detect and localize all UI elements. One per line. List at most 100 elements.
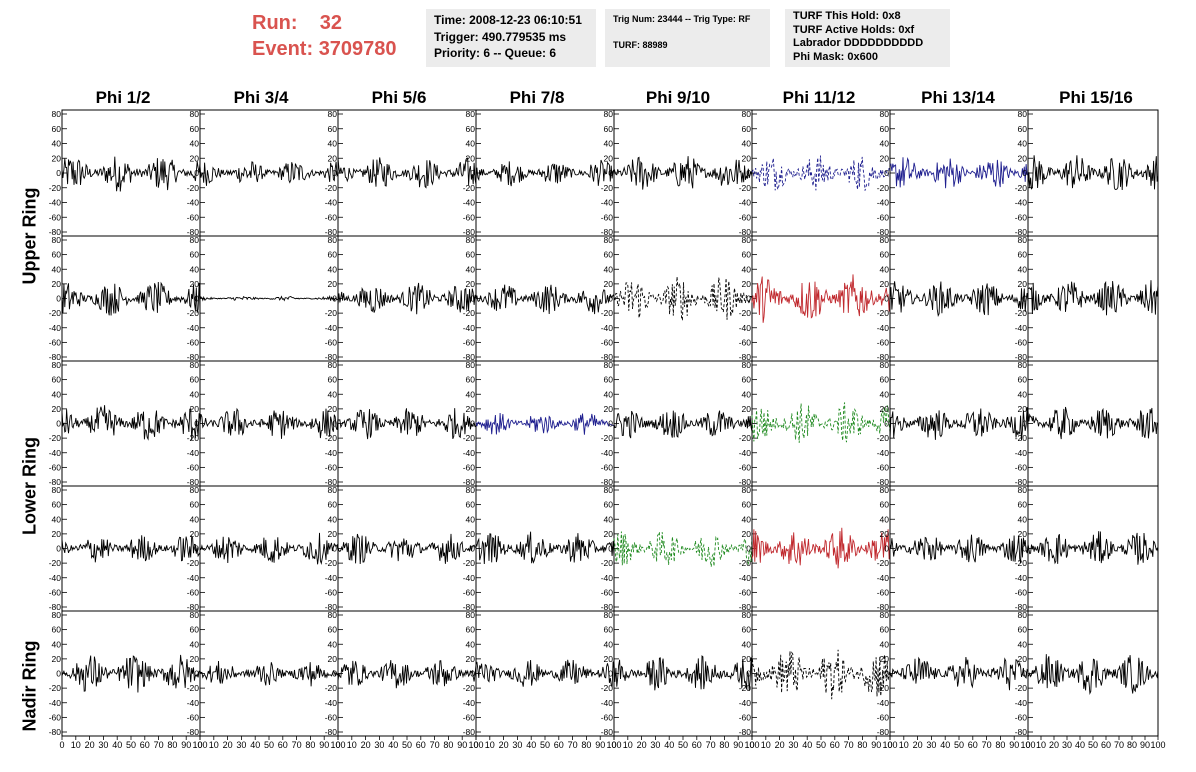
y-tick-label: -80	[601, 602, 614, 612]
y-tick-label: 20	[742, 153, 752, 163]
y-tick-label: 60	[742, 124, 752, 134]
y-tick-label: -20	[325, 558, 338, 568]
y-tick-label: 0	[194, 419, 199, 429]
y-tick-label: 80	[742, 360, 752, 370]
y-tick-label: -60	[325, 337, 338, 347]
x-tick-label: 100	[468, 740, 483, 750]
run-event-header: Run: 32 Event: 3709780	[252, 10, 397, 62]
run-line: Run: 32	[252, 10, 397, 36]
x-tick-label: 30	[650, 740, 660, 750]
y-tick-label: 80	[880, 485, 890, 495]
waveform-trace	[337, 660, 477, 689]
waveform-trace	[337, 408, 477, 440]
y-tick-label: 80	[1018, 610, 1028, 620]
y-tick-label: -40	[601, 198, 614, 208]
y-tick-label: 80	[466, 610, 476, 620]
x-tick-label: 0	[749, 740, 754, 750]
event-value: 3709780	[318, 38, 397, 60]
y-tick-label: -40	[877, 323, 890, 333]
y-tick-label: 40	[190, 264, 200, 274]
y-tick-label: 0	[470, 294, 475, 304]
run-label: Run:	[252, 12, 298, 34]
y-tick-label: 0	[194, 669, 199, 679]
waveform-trace	[1027, 531, 1159, 565]
y-tick-label: -80	[187, 227, 200, 237]
y-tick-label: -60	[877, 462, 890, 472]
y-tick-label: -60	[877, 712, 890, 722]
y-tick-label: 40	[742, 514, 752, 524]
x-tick-label: 100	[192, 740, 207, 750]
y-tick-label: 80	[742, 109, 752, 119]
x-tick-label: 40	[664, 740, 674, 750]
y-tick-label: 80	[880, 109, 890, 119]
x-tick-label: 90	[319, 740, 329, 750]
x-tick-label: 80	[581, 740, 591, 750]
y-tick-label: 80	[328, 235, 338, 245]
y-tick-label: 40	[604, 514, 614, 524]
x-tick-label: 0	[887, 740, 892, 750]
y-tick-label: 40	[604, 264, 614, 274]
y-tick-label: 60	[604, 500, 614, 510]
col-header-phi-5-6: Phi 5/6	[371, 88, 427, 107]
x-tick-label: 40	[1075, 740, 1085, 750]
x-tick-label: 50	[1088, 740, 1098, 750]
y-tick-label: -60	[187, 587, 200, 597]
y-tick-label: -60	[49, 212, 62, 222]
y-tick-label: 80	[1018, 109, 1028, 119]
y-tick-label: -80	[325, 477, 338, 487]
waveform-trace	[61, 281, 201, 316]
waveform-trace	[475, 412, 615, 435]
column-headers: Phi 1/2 Phi 3/4 Phi 5/6 Phi 7/8 Phi 9/10…	[0, 88, 1196, 108]
y-tick-label: 60	[466, 250, 476, 260]
y-tick-label: -80	[463, 477, 476, 487]
y-tick-label: 80	[190, 360, 200, 370]
y-tick-label: 0	[332, 544, 337, 554]
x-tick-label: 50	[954, 740, 964, 750]
x-tick-label: 70	[568, 740, 578, 750]
y-tick-label: -20	[49, 558, 62, 568]
x-tick-label: 30	[374, 740, 384, 750]
x-tick-label: 100	[1150, 740, 1165, 750]
y-tick-label: 60	[52, 625, 62, 635]
y-tick-label: 80	[52, 235, 62, 245]
y-tick-label: 40	[52, 389, 62, 399]
y-tick-label: -80	[49, 602, 62, 612]
y-tick-label: 0	[56, 294, 61, 304]
col-header-phi-9-10: Phi 9/10	[645, 88, 711, 107]
y-tick-label: 60	[190, 250, 200, 260]
y-tick-label: 0	[746, 168, 751, 178]
y-tick-label: 20	[328, 529, 338, 539]
waveform-trace	[751, 155, 891, 192]
x-tick-label: 0	[1025, 740, 1030, 750]
y-tick-label: 0	[1022, 168, 1027, 178]
x-tick-label: 0	[197, 740, 202, 750]
y-tick-label: 40	[52, 264, 62, 274]
y-tick-label: -80	[601, 227, 614, 237]
y-tick-label: 60	[880, 625, 890, 635]
x-tick-label: 60	[968, 740, 978, 750]
x-tick-label: 60	[830, 740, 840, 750]
y-tick-label: -80	[739, 227, 752, 237]
x-tick-label: 80	[167, 740, 177, 750]
waveform-trace	[475, 284, 615, 315]
y-tick-label: -60	[739, 462, 752, 472]
x-tick-label: 90	[733, 740, 743, 750]
x-tick-label: 40	[112, 740, 122, 750]
y-tick-label: 80	[190, 109, 200, 119]
y-tick-label: -40	[1015, 198, 1028, 208]
col-header-phi-7-8: Phi 7/8	[509, 88, 565, 107]
y-tick-label: -40	[325, 448, 338, 458]
y-tick-label: 0	[884, 168, 889, 178]
y-tick-label: -40	[49, 198, 62, 208]
y-tick-label: 80	[742, 610, 752, 620]
y-tick-label: -80	[187, 727, 200, 737]
y-tick-label: 20	[1018, 279, 1028, 289]
y-tick-label: -80	[187, 352, 200, 362]
y-tick-label: 60	[880, 375, 890, 385]
x-tick-label: 60	[278, 740, 288, 750]
x-tick-label: 70	[1114, 740, 1124, 750]
waveform-trace	[199, 660, 339, 687]
waveform-trace	[475, 659, 615, 688]
y-tick-label: 80	[190, 610, 200, 620]
y-tick-label: -20	[325, 183, 338, 193]
